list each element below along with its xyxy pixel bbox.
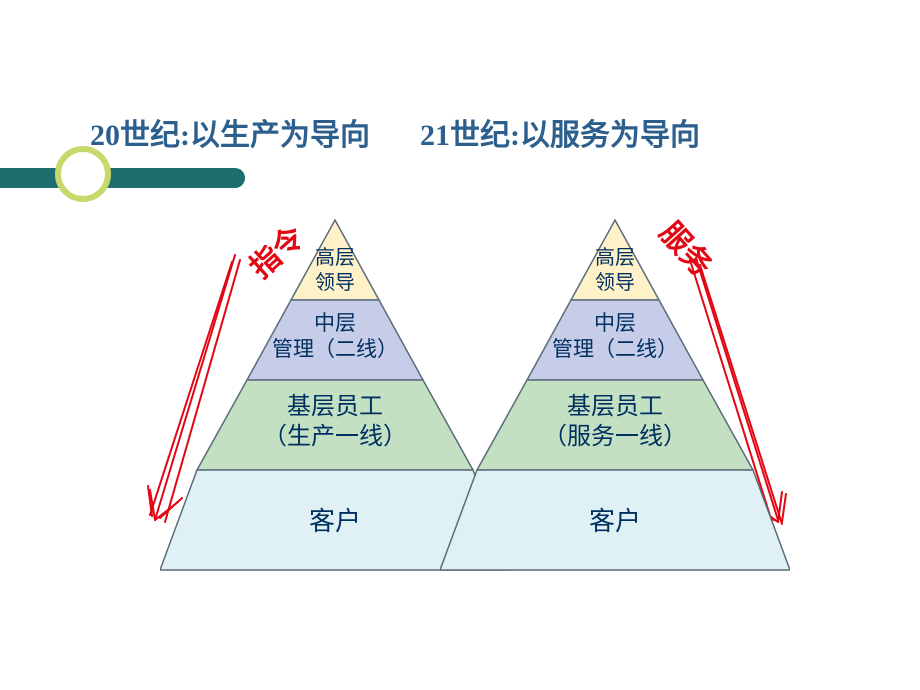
decor-ring-icon bbox=[55, 146, 111, 202]
decor-bar bbox=[0, 168, 245, 188]
title-decor bbox=[0, 158, 920, 198]
title-row: 20世纪:以生产为导向 21世纪:以服务为导向 bbox=[90, 110, 880, 154]
right-pyramid: 高层领导 中层管理（二线） 基层员工（服务一线） 客户 bbox=[440, 210, 790, 630]
left-l4: 客户 bbox=[205, 506, 465, 539]
right-l2: 中层管理（二线） bbox=[485, 310, 745, 363]
right-l4: 客户 bbox=[485, 506, 745, 539]
left-l2: 中层管理（二线） bbox=[205, 310, 465, 363]
left-l1: 高层领导 bbox=[205, 246, 465, 296]
slide: 20世纪:以生产为导向 21世纪:以服务为导向 指令 服务 bbox=[0, 0, 920, 690]
right-l3: 基层员工（服务一线） bbox=[485, 392, 745, 452]
left-l3: 基层员工（生产一线） bbox=[205, 392, 465, 452]
right-l1: 高层领导 bbox=[485, 246, 745, 296]
pyramid-area: 指令 服务 bbox=[0, 210, 920, 640]
title-left: 20世纪:以生产为导向 bbox=[90, 110, 370, 154]
title-right: 21世纪:以服务为导向 bbox=[420, 110, 700, 154]
